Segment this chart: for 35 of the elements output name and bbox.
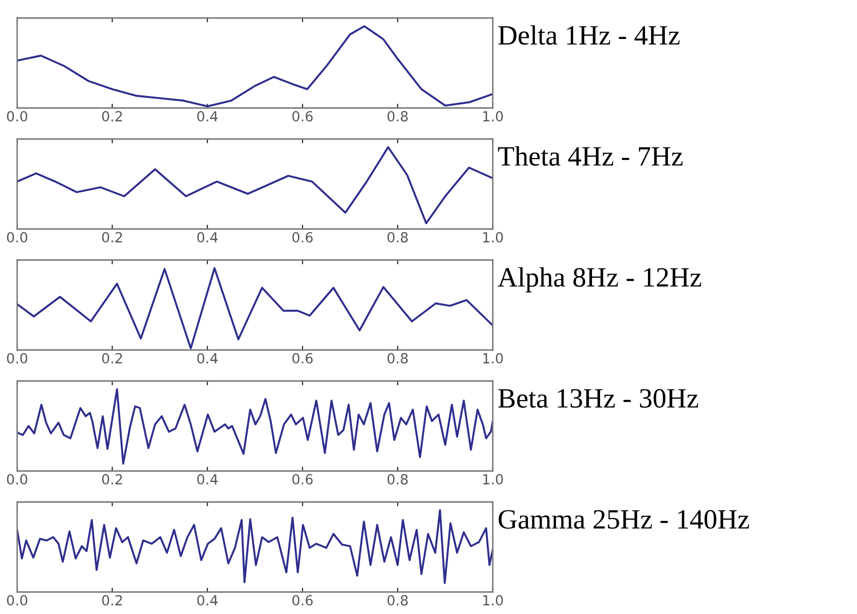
text: Alpha 8Hz - 12Hz xyxy=(498,267,702,292)
x-tick-label: 0.6 xyxy=(292,353,313,364)
x-tick-label: 0.8 xyxy=(388,595,408,606)
x-tick-label: 0.2 xyxy=(102,474,122,485)
x-tick-label: 0.6 xyxy=(292,474,313,485)
x-tick-label: 0.4 xyxy=(197,353,218,364)
text: Beta 13Hz - 30Hz xyxy=(498,389,698,408)
x-tick-label: 0.8 xyxy=(388,232,408,243)
x-tick-label: 0.6 xyxy=(292,232,313,243)
x-tick-label: 1.0 xyxy=(483,111,503,122)
x-tick-label: 0.8 xyxy=(388,111,408,122)
x-tick-label: 0.4 xyxy=(197,111,218,122)
x-tick-label: 0.6 xyxy=(292,111,313,122)
x-tick-label: 0.8 xyxy=(388,353,408,364)
x-tick-label: 0.2 xyxy=(102,111,122,122)
x-tick-label: 0.2 xyxy=(102,232,122,243)
text: Gamma 25Hz - 140Hz xyxy=(498,510,749,529)
x-tick-label: 1.0 xyxy=(483,353,503,364)
x-tick-label: 0.4 xyxy=(197,474,218,485)
x-tick-label: 0.4 xyxy=(197,595,218,606)
x-tick-label: 0.2 xyxy=(102,595,122,606)
x-tick-label: 0.6 xyxy=(292,595,313,606)
x-tick-label: 1.0 xyxy=(483,474,503,485)
x-tick-label: 0.0 xyxy=(7,474,28,485)
text: Theta 4Hz - 7Hz xyxy=(498,146,683,166)
x-tick-label: 0.8 xyxy=(388,474,408,485)
x-tick-label: 0.0 xyxy=(7,111,28,122)
text: Delta 1Hz - 4Hz xyxy=(498,25,680,45)
x-tick-label: 0.4 xyxy=(197,232,218,243)
x-tick-label: 1.0 xyxy=(483,232,503,243)
x-tick-label: 0.0 xyxy=(7,353,28,364)
x-tick-label: 0.0 xyxy=(7,595,28,606)
x-tick-label: 0.0 xyxy=(7,232,28,243)
x-tick-label: 0.2 xyxy=(102,353,122,364)
x-tick-label: 1.0 xyxy=(483,595,503,606)
